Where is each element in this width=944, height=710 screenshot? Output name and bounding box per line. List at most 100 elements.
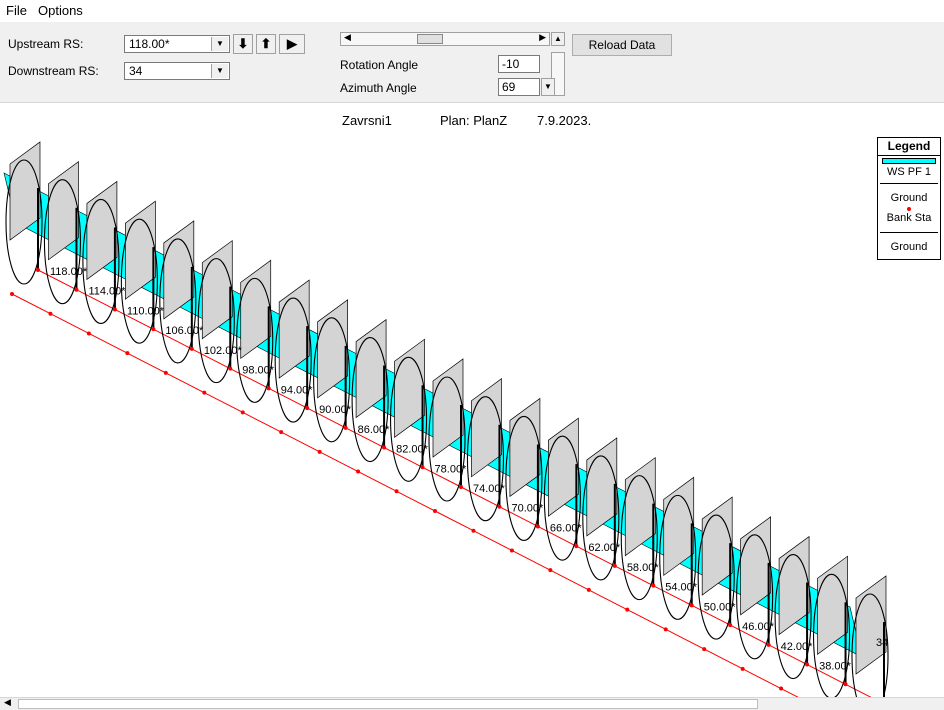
station-label: 106.00* — [165, 325, 204, 337]
station-label: 98.00* — [242, 365, 275, 377]
bank-station-left — [651, 583, 656, 588]
cross-section — [389, 338, 428, 494]
bank-station-right — [433, 509, 437, 513]
azimuth-angle-input[interactable]: 69 — [498, 78, 540, 96]
station-label: 58.00* — [627, 562, 660, 574]
bank-station-right — [509, 548, 514, 553]
station-label: 54.00* — [665, 582, 698, 594]
end-station-label: 34 — [876, 637, 888, 649]
station-label: 78.00* — [435, 463, 468, 475]
cross-section — [428, 358, 466, 513]
ground-profile — [197, 258, 235, 384]
legend: Legend WS PF 1 Ground Bank Sta Ground — [877, 137, 941, 260]
reload-data-button[interactable]: Reload Data — [572, 34, 672, 56]
up-arrow-button[interactable]: ⬆ — [256, 34, 276, 54]
cross-section — [582, 437, 620, 592]
bank-station-left — [382, 445, 387, 450]
ground-profile — [389, 356, 428, 482]
station-label: 118.00* — [50, 266, 88, 278]
menu-file[interactable]: File — [6, 3, 27, 18]
station-label: 70.00* — [511, 503, 544, 515]
chevron-down-icon[interactable]: ▼ — [211, 37, 228, 51]
bank-station-right — [240, 410, 245, 415]
toolbar: Upstream RS: 118.00* ▼ ⬇ ⬆ ▶ Downstream … — [0, 22, 944, 103]
legend-ground2: Ground — [890, 241, 928, 253]
ground-profile — [543, 435, 581, 561]
down-arrow-button[interactable]: ⬇ — [233, 34, 253, 54]
chevron-down-icon[interactable]: ▼ — [211, 64, 228, 78]
upstream-label: Upstream RS: — [8, 37, 84, 51]
legend-ground2-line — [880, 232, 938, 233]
project-name: Zavrsni1 — [342, 113, 392, 128]
station-label: 46.00* — [742, 621, 775, 633]
bank-station-left — [574, 544, 579, 549]
bank-station-left — [36, 268, 40, 272]
ground-profile — [697, 514, 735, 640]
ground-profile — [659, 494, 697, 620]
bank-station-right — [625, 607, 630, 612]
ground-profile — [620, 475, 658, 601]
bank-station-left — [805, 662, 810, 667]
scroll-right-icon[interactable]: ▶ — [539, 32, 546, 42]
rotation-angle-input[interactable]: -10 — [498, 55, 540, 73]
ground-profile — [313, 317, 351, 443]
bank-station-left — [266, 386, 271, 391]
cross-section — [43, 161, 82, 316]
ground-profile — [851, 593, 889, 697]
bank-station-left — [228, 366, 233, 371]
scroll-left-icon[interactable]: ◀ — [4, 697, 11, 707]
legend-water-swatch — [882, 158, 936, 164]
scroll-thumb[interactable] — [417, 34, 443, 44]
bank-station-left — [189, 346, 194, 351]
bank-station-left — [728, 623, 733, 628]
cross-section — [543, 417, 581, 573]
bank-station-left — [766, 642, 771, 647]
bank-station-left — [112, 307, 117, 312]
bank-station-right — [663, 627, 668, 632]
ground-profile — [236, 277, 274, 403]
scroll-left-icon[interactable]: ◀ — [344, 32, 351, 42]
ground-profile — [466, 396, 505, 522]
ground-profile — [274, 297, 312, 423]
bank-station-right — [702, 647, 707, 652]
cross-section — [505, 397, 543, 553]
station-label: 66.00* — [550, 522, 583, 534]
station-label: 110.00* — [127, 305, 165, 317]
station-label: 102.00* — [204, 345, 243, 357]
ground-profile — [428, 376, 466, 502]
bank-station-right — [86, 331, 91, 336]
bank-station-left — [535, 524, 540, 529]
downstream-rs-select[interactable]: 34 ▼ — [124, 62, 230, 80]
azimuth-dropdown-icon[interactable]: ▼ — [541, 78, 555, 96]
bank-station-left — [843, 682, 848, 687]
bank-station-right — [317, 449, 322, 454]
play-animation-button[interactable]: ▶ — [279, 34, 305, 54]
cross-section — [774, 535, 812, 691]
bank-station-left — [689, 603, 694, 608]
cross-sections — [3, 141, 889, 697]
downstream-label: Downstream RS: — [8, 64, 99, 78]
bank-station-right — [279, 430, 284, 435]
ground-profile — [505, 415, 543, 542]
station-label: 114.00* — [88, 286, 126, 298]
bank-station-right — [394, 489, 399, 494]
ground-profile — [159, 238, 197, 364]
horizontal-scrollbar[interactable]: ◀ — [0, 697, 944, 710]
bank-station-left — [74, 287, 79, 292]
cross-section — [851, 575, 889, 697]
ground-profile — [82, 198, 120, 325]
ground-profile — [5, 159, 43, 285]
bank-station-right — [202, 390, 207, 395]
ground-profile — [582, 455, 620, 581]
rotation-scrollbar[interactable]: ◀ ▶ — [340, 32, 550, 46]
bank-station-left — [343, 425, 348, 430]
menu-options[interactable]: Options — [38, 3, 83, 18]
scroll-thumb[interactable] — [18, 699, 758, 709]
scroll-up-icon[interactable]: ▲ — [551, 32, 565, 46]
bank-station-left — [459, 485, 463, 489]
upstream-rs-select[interactable]: 118.00* ▼ — [124, 35, 230, 53]
station-labels: 118.00*114.00*110.00*106.00*102.00* 98.00… — [50, 266, 852, 673]
cross-section — [620, 456, 658, 612]
station-label: 38.00* — [819, 661, 852, 673]
cross-section — [120, 200, 158, 356]
